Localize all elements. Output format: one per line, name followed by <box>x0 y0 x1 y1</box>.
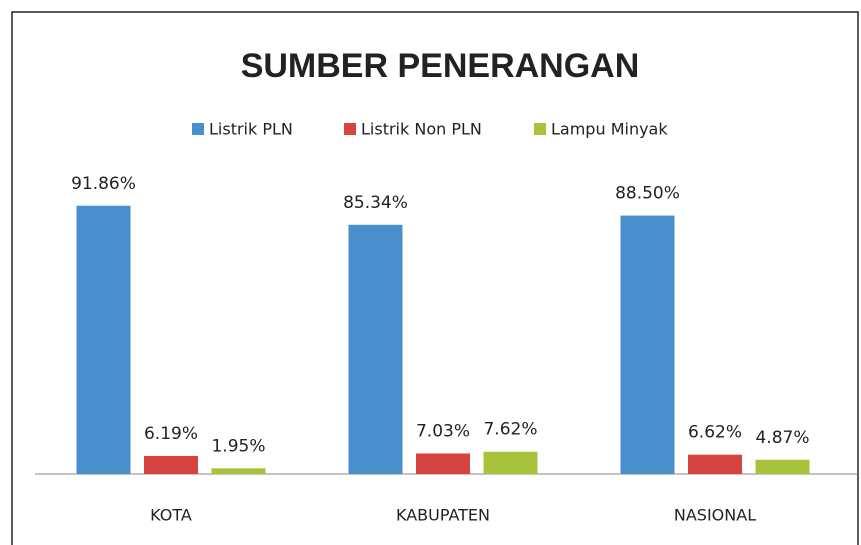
bar <box>348 224 403 474</box>
bar <box>755 459 810 474</box>
x-tick-label: KOTA <box>150 506 192 525</box>
bar <box>620 215 675 474</box>
bar <box>76 205 131 474</box>
legend-label: Lampu Minyak <box>551 120 668 139</box>
data-label: 1.95% <box>211 436 265 456</box>
bar <box>688 454 742 474</box>
data-label: 91.86% <box>71 174 136 194</box>
x-tick-label: NASIONAL <box>674 506 756 525</box>
legend-swatch <box>344 123 356 135</box>
bar <box>211 468 266 474</box>
data-label: 4.87% <box>755 428 809 448</box>
legend-label: Listrik Non PLN <box>361 120 482 139</box>
data-label: 85.34% <box>343 193 408 213</box>
legend-label: Listrik PLN <box>209 120 293 139</box>
x-tick-label: KABUPATEN <box>396 506 490 525</box>
data-label: 7.03% <box>416 421 470 441</box>
bar <box>144 455 198 474</box>
bar <box>416 453 470 474</box>
data-label: 88.50% <box>615 184 680 204</box>
data-label: 6.19% <box>144 424 198 444</box>
data-label: 6.62% <box>688 423 742 443</box>
data-label: 7.62% <box>483 420 537 440</box>
legend-swatch <box>192 123 204 135</box>
legend-swatch <box>534 123 546 135</box>
chart-title: SUMBER PENERANGAN <box>241 47 640 85</box>
bar <box>483 451 538 474</box>
